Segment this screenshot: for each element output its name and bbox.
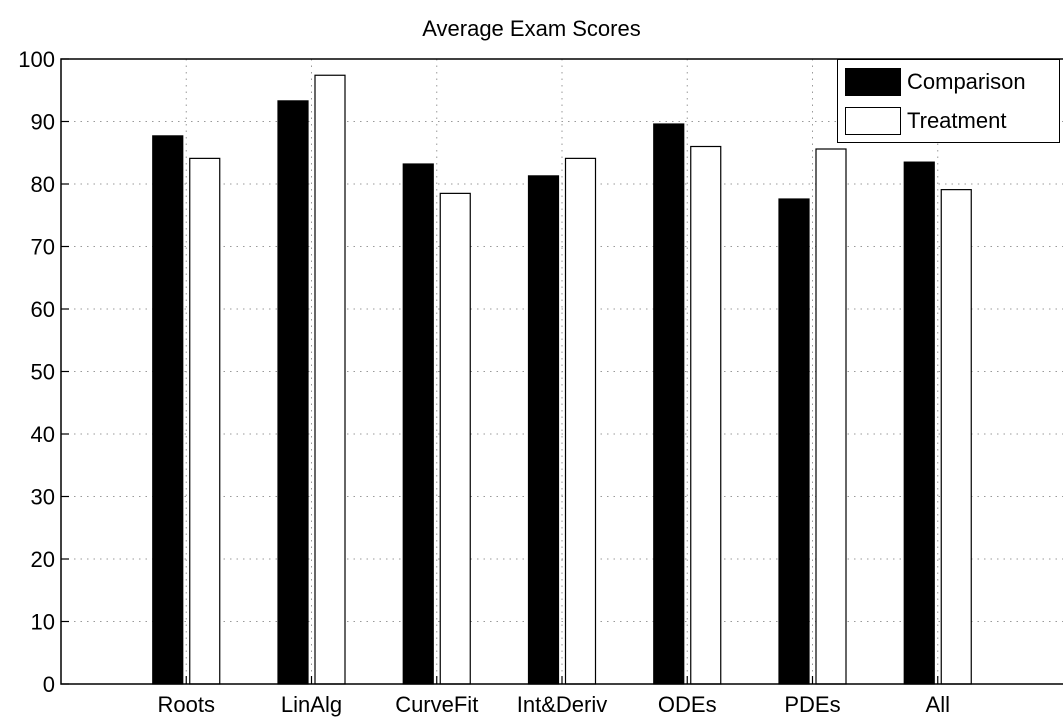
grid-layer (61, 59, 1063, 684)
bar-comparison-all (903, 161, 935, 685)
bar-treatment-linalg (314, 74, 346, 685)
y-tick-label: 70 (31, 235, 55, 260)
chart-legend: Comparison Treatment (837, 59, 1060, 143)
y-tick-label: 20 (31, 547, 55, 572)
bar-treatment-intderiv (564, 157, 597, 685)
bar-comparison-pdes (778, 198, 810, 685)
bar-comparison-linalg (277, 100, 309, 685)
bars-layer (152, 74, 972, 685)
bar-treatment-odes (690, 145, 722, 685)
y-tick-label: 0 (43, 672, 55, 697)
legend-label-treatment: Treatment (907, 108, 1007, 133)
bar-treatment-roots (189, 157, 221, 685)
bar-comparison-intderiv (527, 175, 560, 685)
bar-treatment-curvefit (439, 192, 471, 685)
x-tick-label: PDEs (784, 692, 840, 717)
x-tick-label: All (926, 692, 950, 717)
x-tick-label: ODEs (658, 692, 717, 717)
x-tick-label: LinAlg (281, 692, 342, 717)
legend-swatch-treatment (845, 107, 901, 135)
x-tick-label: Roots (158, 692, 215, 717)
y-tick-label: 40 (31, 422, 55, 447)
y-tick-label: 80 (31, 172, 55, 197)
x-tick-label: Int&Deriv (517, 692, 607, 717)
y-tick-label: 100 (18, 47, 55, 72)
legend-label-comparison: Comparison (907, 69, 1026, 94)
legend-swatch-comparison (845, 68, 901, 96)
bar-comparison-roots (152, 135, 184, 685)
y-tick-label: 30 (31, 485, 55, 510)
bar-treatment-all (940, 189, 972, 685)
chart-title: Average Exam Scores (422, 16, 641, 41)
y-tick-label: 60 (31, 297, 55, 322)
bar-treatment-pdes (815, 148, 847, 685)
bar-comparison-odes (653, 123, 685, 685)
legend-item-comparison: Comparison (845, 67, 1026, 97)
ticks-layer: 0 10 20 30 40 50 60 70 80 90 100 Roots LinAlg CurveFi… (18, 47, 950, 717)
bar-comparison-curvefit (402, 163, 434, 685)
x-tick-label: CurveFit (395, 692, 478, 717)
y-tick-label: 50 (31, 360, 55, 385)
y-tick-label: 10 (31, 610, 55, 635)
legend-item-treatment: Treatment (845, 106, 1006, 136)
y-tick-label: 90 (31, 110, 55, 135)
